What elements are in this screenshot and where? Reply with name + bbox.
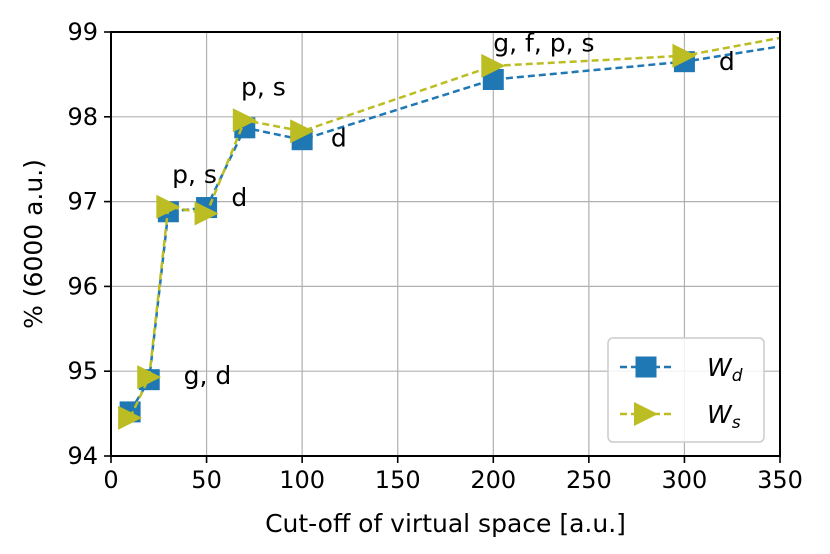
x-axis-label: Cut-off of virtual space [a.u.] bbox=[265, 509, 626, 538]
annotations: g, d p, s d p, s d g, f, p, s d bbox=[172, 29, 735, 390]
legend-subscript: d bbox=[732, 366, 743, 386]
y-tick-label: 95 bbox=[67, 357, 98, 385]
legend-marker bbox=[635, 356, 657, 378]
x-tick-label: 0 bbox=[103, 466, 118, 494]
x-tick-label: 300 bbox=[662, 466, 708, 494]
data-point bbox=[481, 53, 506, 78]
data-point bbox=[194, 201, 219, 226]
legend-subscript: s bbox=[732, 413, 741, 433]
annotation-label: p, s bbox=[241, 73, 286, 102]
legend-marker bbox=[634, 402, 658, 426]
x-tick-label: 350 bbox=[757, 466, 803, 494]
data-point bbox=[137, 365, 162, 390]
x-tick-label: 250 bbox=[566, 466, 612, 494]
data-point bbox=[290, 119, 315, 144]
y-tick-label: 98 bbox=[67, 103, 98, 131]
legend-label: Wd bbox=[707, 353, 743, 386]
data-point bbox=[118, 405, 143, 430]
series-s bbox=[118, 36, 781, 430]
annotation-label: d bbox=[719, 47, 735, 76]
data-point bbox=[672, 43, 697, 68]
annotation-label: g, f, p, s bbox=[493, 29, 594, 58]
annotation-label: d bbox=[331, 123, 347, 152]
x-tick-label: 100 bbox=[279, 466, 325, 494]
ticks: 0 50 100 150 200 250 300 350 94 95 96 97 98 99 bbox=[67, 18, 802, 494]
y-tick-label: 96 bbox=[67, 272, 98, 300]
x-tick-label: 50 bbox=[191, 466, 222, 494]
y-axis-label: % (6000 a.u.) bbox=[19, 159, 48, 329]
x-tick-label: 200 bbox=[470, 466, 516, 494]
data-point bbox=[156, 194, 181, 219]
y-tick-label: 97 bbox=[67, 188, 98, 216]
plot-frame bbox=[110, 31, 781, 457]
annotation-label: d bbox=[231, 183, 247, 212]
y-tick-label: 99 bbox=[67, 18, 98, 46]
data-point bbox=[232, 108, 257, 133]
series-layer bbox=[118, 36, 781, 430]
annotation-label: p, s bbox=[172, 160, 217, 189]
annotation-label: g, d bbox=[184, 361, 232, 390]
legend-box bbox=[607, 337, 765, 443]
y-tick-label: 94 bbox=[67, 442, 98, 470]
x-tick-label: 150 bbox=[375, 466, 421, 494]
